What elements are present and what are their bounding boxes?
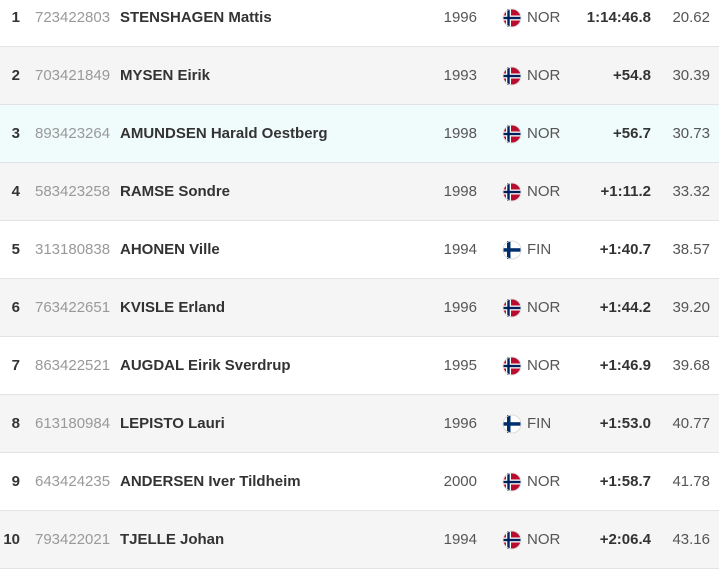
result-row[interactable]: 1 723422803 STENSHAGEN Mattis 1996 NOR 1:14:4… [0,0,719,47]
code: 793422021 [35,531,111,548]
flag-icon [502,124,522,144]
nation: NOR [527,531,561,548]
flag-icon [502,66,522,86]
name: KVISLE Erland [120,299,226,316]
result-row[interactable]: 8 613180984 LEPISTO Lauri 1996 FIN +1:53.0 40.… [0,395,719,453]
nation: FIN [527,415,552,432]
rank: 6 [11,299,20,316]
year: 1996 [443,9,477,26]
code: 583423258 [35,183,111,200]
flag-icon [502,240,522,260]
code: 893423264 [35,125,111,142]
code: 313180838 [35,241,111,258]
code: 703421849 [35,67,111,84]
name: LEPISTO Lauri [120,415,225,432]
name: RAMSE Sondre [120,183,231,200]
flag-icon [502,182,522,202]
rank: 7 [11,357,20,374]
result-row[interactable]: 2 703421849 MYSEN Eirik 1993 NOR +54.8 30.39 [0,47,719,105]
code: 613180984 [35,415,111,432]
result-row[interactable]: 6 763422651 KVISLE Erland 1996 NOR +1:44.2 39.… [0,279,719,337]
points: 41.78 [672,473,710,490]
year: 1993 [443,67,477,84]
nation: NOR [527,473,561,490]
code: 643424235 [35,473,111,490]
nation: NOR [527,9,561,26]
code: 723422803 [35,9,111,26]
rank: 2 [11,67,20,84]
name: STENSHAGEN Mattis [120,9,272,26]
rank: 8 [11,415,20,432]
result-row[interactable]: 5 313180838 AHONEN Ville 1994 FIN +1:40.7 38.5… [0,221,719,279]
nation: NOR [527,357,561,374]
points: 20.62 [672,9,710,26]
flag-icon [502,356,522,376]
points: 33.32 [672,183,710,200]
name: AHONEN Ville [120,241,220,258]
result-row[interactable]: 10 793422021 TJELLE Johan 1994 NOR +2:06.4 43.… [0,511,719,569]
points: 40.77 [672,415,710,432]
rank: 5 [11,241,20,258]
year: 1995 [443,357,477,374]
time: +1:58.7 [599,473,651,490]
points: 30.73 [672,125,710,142]
code: 863422521 [35,357,111,374]
year: 1994 [443,241,477,258]
flag-icon [502,298,522,318]
flag-icon [502,530,522,550]
year: 1996 [443,299,477,316]
name: AMUNDSEN Harald Oestberg [120,125,328,142]
time: +1:44.2 [599,299,651,316]
flag-icon [502,8,522,28]
nation: NOR [527,125,561,142]
time: +2:06.4 [599,531,651,548]
flag-icon [502,414,522,434]
year: 1998 [443,125,477,142]
rank: 9 [11,473,20,490]
year: 1994 [443,531,477,548]
year: 1996 [443,415,477,432]
result-row[interactable]: 3 893423264 AMUNDSEN Harald Oestberg 1998 NO… [0,105,719,163]
time: +54.8 [613,67,651,84]
rank: 10 [3,531,20,548]
name: TJELLE Johan [120,531,225,548]
result-row[interactable]: 4 583423258 RAMSE Sondre 1998 NOR +1:11.2 33.3… [0,163,719,221]
nation: NOR [527,299,561,316]
time: +1:46.9 [599,357,651,374]
code: 763422651 [35,299,111,316]
name: ANDERSEN Iver Tildheim [120,473,301,490]
rank: 4 [11,183,20,200]
name: MYSEN Eirik [120,67,211,84]
result-row[interactable]: 7 863422521 AUGDAL Eirik Sverdrup 1995 NOR +1… [0,337,719,395]
points: 38.57 [672,241,710,258]
points: 43.16 [672,531,710,548]
nation: NOR [527,183,561,200]
time: +1:53.0 [599,415,651,432]
nation: FIN [527,241,552,258]
time: +1:11.2 [600,183,651,200]
result-row[interactable]: 9 643424235 ANDERSEN Iver Tildheim 2000 NOR +… [0,453,719,511]
points: 39.68 [672,357,710,374]
nation: NOR [527,67,561,84]
rank: 1 [11,9,20,26]
time: +1:40.7 [599,241,651,258]
time: +56.7 [613,125,651,142]
time: 1:14:46.8 [586,9,651,26]
year: 1998 [443,183,477,200]
flag-icon [502,472,522,492]
points: 30.39 [672,67,710,84]
year: 2000 [443,473,477,490]
rank: 3 [11,125,20,142]
name: AUGDAL Eirik Sverdrup [120,357,291,374]
points: 39.20 [672,299,710,316]
